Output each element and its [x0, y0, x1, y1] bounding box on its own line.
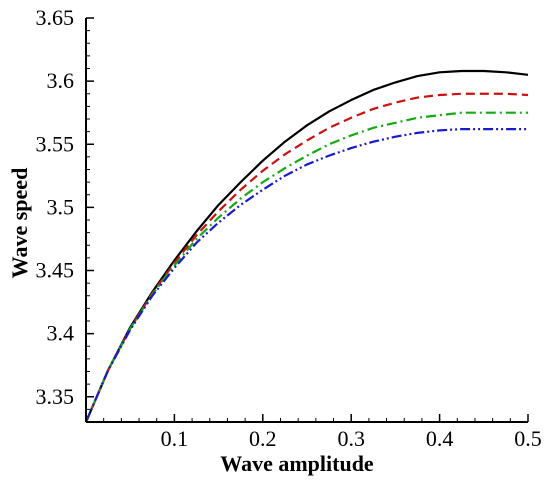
y-axis-ticks: 3.35 3.4 3.45 3.5 3.55 3.6 3.65	[36, 5, 94, 410]
x-tick-label: 0.4	[426, 426, 454, 451]
x-tick-label: 0.1	[161, 426, 189, 451]
series-line-1	[84, 69, 529, 423]
x-tick-label: 0.3	[337, 426, 365, 451]
y-tick-label: 3.35	[36, 384, 75, 409]
series-line-3	[84, 111, 528, 423]
x-axis-ticks: 0.1 0.2 0.3 0.4 0.5	[103, 414, 542, 451]
y-tick-label: 3.65	[36, 5, 75, 30]
plot-frame	[85, 18, 528, 423]
x-axis-title: Wave amplitude	[220, 451, 374, 476]
y-axis-title: Wave speed	[7, 168, 32, 279]
y-tick-label: 3.4	[47, 321, 75, 346]
series-lines	[84, 69, 529, 423]
y-tick-label: 3.45	[36, 258, 75, 283]
y-tick-label: 3.55	[36, 131, 75, 156]
series-line-2	[84, 92, 529, 423]
x-tick-label: 0.2	[249, 426, 277, 451]
x-tick-label: 0.5	[514, 426, 542, 451]
series-line-4	[84, 128, 528, 423]
y-tick-label: 3.5	[47, 194, 75, 219]
y-tick-label: 3.6	[47, 68, 75, 93]
